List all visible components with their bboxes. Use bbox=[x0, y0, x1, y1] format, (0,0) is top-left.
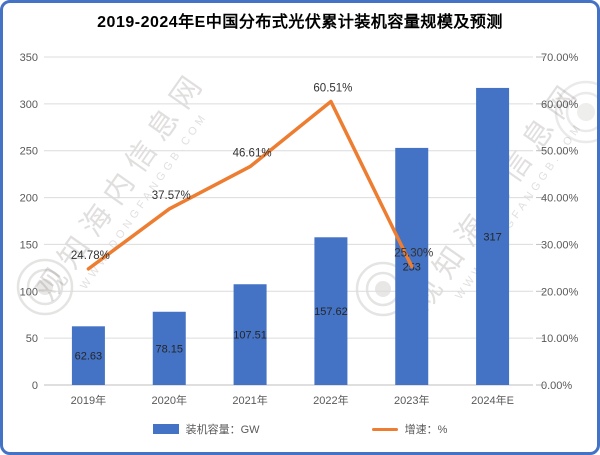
x-axis-label: 2019年 bbox=[71, 393, 106, 407]
left-axis-tick-label: 50 bbox=[26, 333, 38, 345]
legend-item-growth: 增速：% bbox=[371, 421, 448, 437]
line-series-swatch-icon bbox=[371, 427, 398, 431]
growth-line bbox=[86, 99, 414, 271]
x-axis-label: 2024年E bbox=[471, 393, 514, 407]
bar bbox=[314, 237, 348, 385]
line-value-label: 37.57% bbox=[152, 190, 191, 202]
line-value-label: 60.51% bbox=[313, 82, 352, 94]
chart-title: 2019-2024年E中国分布式光伏累计装机容量规模及预测 bbox=[97, 14, 503, 31]
line-value-label: 46.61% bbox=[233, 148, 272, 160]
right-axis-tick-label: 20.00% bbox=[541, 286, 579, 298]
left-axis-tick-label: 200 bbox=[20, 193, 38, 205]
line-value-label: 25.30% bbox=[394, 247, 433, 259]
left-axis-tick-label: 250 bbox=[20, 146, 38, 158]
right-axis-tick-label: 70.00% bbox=[541, 52, 579, 64]
left-axis-tick-label: 350 bbox=[20, 52, 38, 64]
bar bbox=[233, 284, 267, 385]
x-axis-label: 2022年 bbox=[313, 393, 348, 407]
x-axis-label: 2021年 bbox=[232, 393, 267, 407]
chart-legend: 装机容量：GW 增速：% bbox=[0, 421, 600, 437]
x-axis-label: 2023年 bbox=[394, 393, 429, 407]
bar bbox=[152, 311, 186, 385]
left-axis-tick-label: 0 bbox=[32, 380, 38, 392]
legend-label-capacity: 装机容量：GW bbox=[185, 424, 260, 436]
line-value-label: 24.78% bbox=[71, 250, 110, 262]
legend-label-growth: 增速：% bbox=[404, 424, 448, 436]
left-axis-tick-label: 150 bbox=[20, 239, 38, 251]
bar bbox=[476, 87, 510, 385]
right-axis-tick-label: 0.00% bbox=[541, 380, 572, 392]
bar-value-label: 317 bbox=[483, 231, 501, 243]
bar bbox=[71, 326, 105, 385]
right-axis-tick-label: 40.00% bbox=[541, 193, 579, 205]
left-axis-tick-label: 300 bbox=[20, 99, 38, 111]
right-axis-tick-label: 10.00% bbox=[541, 333, 579, 345]
right-axis-tick-label: 30.00% bbox=[541, 239, 579, 251]
legend-item-capacity: 装机容量：GW bbox=[152, 421, 260, 437]
bar-series-swatch-icon bbox=[152, 424, 179, 434]
bar-value-label: 107.51 bbox=[233, 330, 267, 342]
bar-value-label: 157.62 bbox=[314, 306, 348, 318]
left-axis-tick-label: 100 bbox=[20, 286, 38, 298]
x-axis-label: 2020年 bbox=[152, 393, 187, 407]
right-axis-tick-label: 60.00% bbox=[541, 99, 579, 111]
right-axis-tick-label: 50.00% bbox=[541, 146, 579, 158]
bar-value-label: 78.15 bbox=[155, 343, 183, 355]
bar-value-label: 62.63 bbox=[75, 351, 103, 363]
